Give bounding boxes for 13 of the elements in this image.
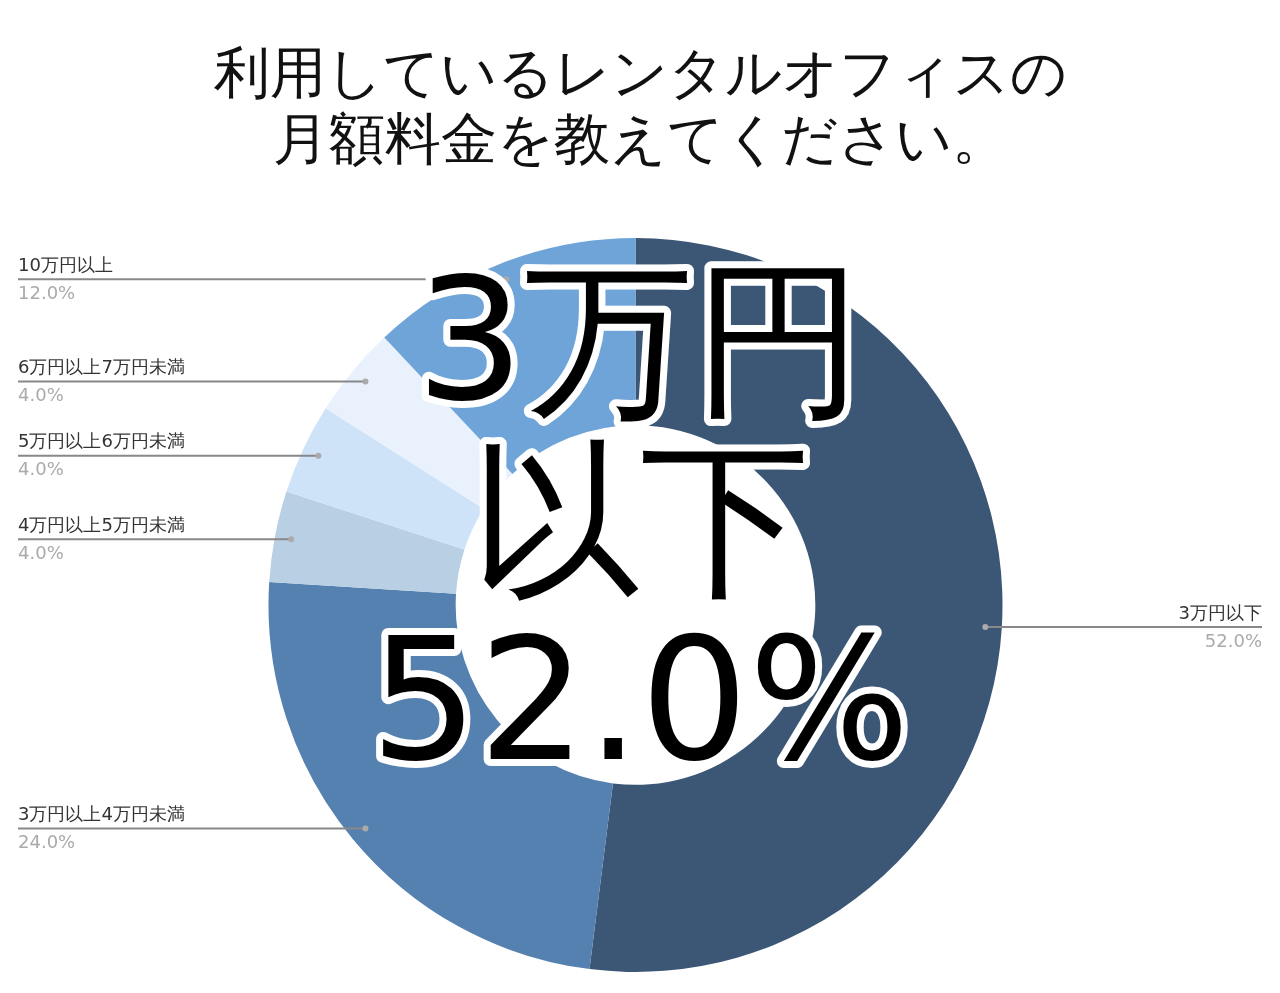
data-label: 4.0% (18, 458, 64, 480)
data-label: 4.0% (18, 542, 64, 563)
data-label: 4.0% (18, 384, 64, 406)
slice-label: 6万円以上7万円未満 (18, 356, 185, 378)
slice-label: 4万円以上5万円未満 (18, 514, 185, 535)
slice-label: 5万円以上6万円未満 (18, 430, 185, 452)
slice-label: 10万円以上 (18, 253, 113, 275)
chart-title: 利用しているレンタルオフィスの月額料金を教えてください。 (212, 40, 1068, 172)
data-label: 12.0% (18, 281, 76, 303)
slice-label: 3万円以上4万円未満 (18, 803, 185, 825)
data-label: 24.0% (18, 831, 76, 853)
data-label: 52.0% (1204, 629, 1262, 651)
slice-label: 3万円以下 (1178, 601, 1262, 623)
